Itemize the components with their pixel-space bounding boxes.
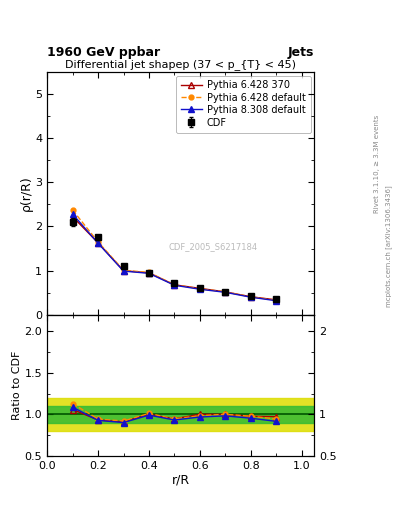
Pythia 8.308 default (172, 282, 177, 288)
Legend: Pythia 6.428 370, Pythia 6.428 default, Pythia 8.308 default, CDF: Pythia 6.428 370, Pythia 6.428 default, … (176, 76, 310, 133)
Pythia 6.428 default (121, 267, 126, 273)
Line: Pythia 6.428 370: Pythia 6.428 370 (70, 214, 279, 303)
Text: 1960 GeV ppbar: 1960 GeV ppbar (47, 46, 160, 59)
Pythia 6.428 default (198, 286, 202, 292)
Line: Pythia 6.428 default: Pythia 6.428 default (70, 208, 279, 303)
Bar (47, 406, 314, 422)
Pythia 6.428 370 (70, 214, 75, 220)
Pythia 6.428 default (172, 282, 177, 288)
Pythia 8.308 default (121, 268, 126, 274)
Pythia 6.428 370 (198, 285, 202, 291)
Line: Pythia 8.308 default: Pythia 8.308 default (70, 211, 279, 304)
Pythia 6.428 370 (274, 297, 279, 303)
Pythia 6.428 default (147, 269, 151, 275)
Pythia 6.428 370 (172, 282, 177, 288)
Pythia 6.428 370 (223, 289, 228, 295)
Y-axis label: ρ(r/R): ρ(r/R) (19, 176, 32, 211)
Pythia 6.428 default (223, 289, 228, 295)
Title: Differential jet shapep (37 < p_{T} < 45): Differential jet shapep (37 < p_{T} < 45… (65, 59, 296, 71)
Pythia 8.308 default (198, 286, 202, 292)
Pythia 6.428 default (274, 297, 279, 303)
X-axis label: r/R: r/R (172, 473, 190, 486)
Pythia 6.428 default (96, 239, 101, 245)
Pythia 8.308 default (70, 211, 75, 217)
Pythia 6.428 370 (121, 268, 126, 274)
Bar (47, 398, 314, 431)
Text: CDF_2005_S6217184: CDF_2005_S6217184 (168, 242, 257, 251)
Pythia 8.308 default (96, 240, 101, 246)
Pythia 8.308 default (248, 294, 253, 300)
Text: Jets: Jets (288, 46, 314, 59)
Pythia 8.308 default (147, 270, 151, 276)
Text: mcplots.cern.ch [arXiv:1306.3436]: mcplots.cern.ch [arXiv:1306.3436] (386, 185, 393, 307)
Pythia 6.428 default (70, 207, 75, 213)
Text: Rivet 3.1.10, ≥ 3.3M events: Rivet 3.1.10, ≥ 3.3M events (374, 115, 380, 213)
Pythia 6.428 370 (248, 294, 253, 300)
Pythia 8.308 default (274, 297, 279, 304)
Pythia 6.428 370 (96, 240, 101, 246)
Pythia 6.428 default (248, 294, 253, 300)
Y-axis label: Ratio to CDF: Ratio to CDF (12, 351, 22, 420)
Pythia 8.308 default (223, 289, 228, 295)
Pythia 6.428 370 (147, 270, 151, 276)
